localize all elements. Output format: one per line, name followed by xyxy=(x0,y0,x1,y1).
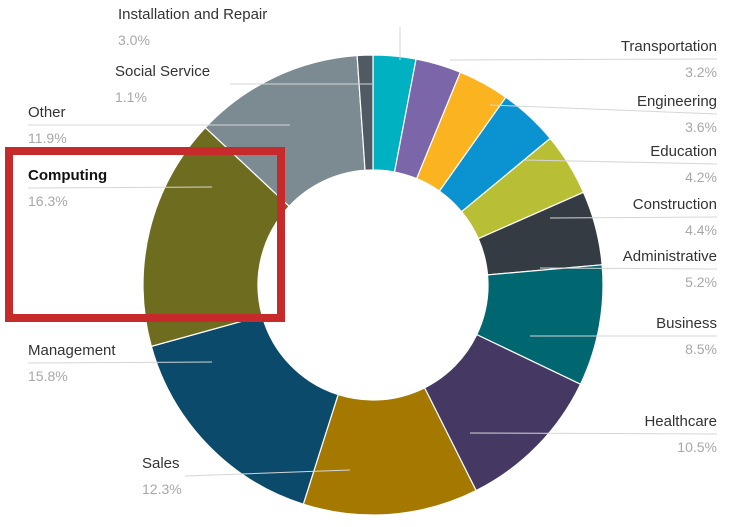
pct-social-service: 1.1% xyxy=(115,89,147,105)
leader-line-computing xyxy=(27,186,213,189)
pct-other: 11.9% xyxy=(28,130,67,146)
label-transportation: Transportation xyxy=(621,38,717,55)
pct-education: 4.2% xyxy=(685,169,717,185)
pct-engineering: 3.6% xyxy=(685,119,717,135)
label-sales: Sales xyxy=(142,455,180,472)
pct-sales: 12.3% xyxy=(142,481,182,497)
leader-line-management xyxy=(27,361,213,364)
leader-line-sales xyxy=(184,469,351,477)
leader-line-administrative xyxy=(539,267,718,270)
slice-computing[interactable] xyxy=(142,126,291,348)
leader-line-education xyxy=(524,159,718,165)
leader-line-transportation xyxy=(449,58,718,61)
leader-line-engineering xyxy=(489,104,718,115)
slice-sales[interactable] xyxy=(302,386,477,516)
label-business: Business xyxy=(656,315,717,332)
leader-lines xyxy=(27,27,718,477)
pct-administrative: 5.2% xyxy=(685,274,717,290)
label-construction: Construction xyxy=(633,196,717,213)
label-management: Management xyxy=(28,342,116,359)
leader-line-healthcare xyxy=(469,432,718,435)
pct-construction: 4.4% xyxy=(685,222,717,238)
label-social-service: Social Service xyxy=(115,63,210,80)
label-healthcare: Healthcare xyxy=(644,413,717,430)
label-installation-and-repair: Installation and Repair xyxy=(118,6,267,23)
label-other: Other xyxy=(28,104,66,121)
pct-management: 15.8% xyxy=(28,368,68,384)
label-engineering: Engineering xyxy=(637,93,717,110)
slice-group xyxy=(142,54,604,516)
pct-business: 8.5% xyxy=(685,341,717,357)
pct-transportation: 3.2% xyxy=(685,64,717,80)
pct-computing: 16.3% xyxy=(28,193,68,209)
slice-labels: Installation and Repair 3.0% Transportatio… xyxy=(28,6,717,497)
label-education: Education xyxy=(650,143,717,160)
slice-management[interactable] xyxy=(150,314,339,505)
leader-line-construction xyxy=(549,216,718,219)
pct-installation-and-repair: 3.0% xyxy=(118,32,150,48)
label-computing: Computing xyxy=(28,167,107,184)
pct-healthcare: 10.5% xyxy=(677,439,717,455)
label-administrative: Administrative xyxy=(623,248,717,265)
